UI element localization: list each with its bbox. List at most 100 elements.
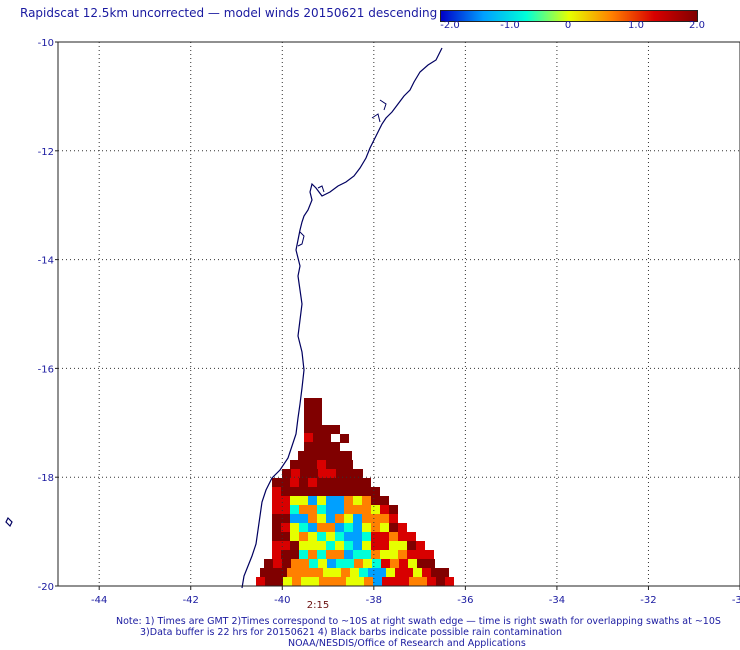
swath-cell xyxy=(362,541,371,550)
swath-cell xyxy=(371,532,380,541)
swath-cell xyxy=(290,496,299,505)
swath-cell xyxy=(281,514,290,523)
swath-cell xyxy=(318,559,327,568)
swath-cell xyxy=(290,541,299,550)
x-tick-label: -44 xyxy=(91,595,107,606)
swath-cell xyxy=(364,577,373,586)
swath-cell xyxy=(353,496,362,505)
swath-cell xyxy=(322,433,331,442)
swath-cell xyxy=(308,460,317,469)
swath-cell xyxy=(317,532,326,541)
swath-cell xyxy=(418,577,427,586)
swath-cell xyxy=(291,559,300,568)
swath-cell xyxy=(299,505,308,514)
swath-cell xyxy=(426,559,435,568)
swath-cell xyxy=(319,577,328,586)
swath-cell xyxy=(371,496,380,505)
swath-cell xyxy=(281,505,290,514)
swath-cell xyxy=(371,541,380,550)
swath-cell xyxy=(431,568,440,577)
y-tick-label: -10 xyxy=(38,38,54,49)
swath-cell xyxy=(290,514,299,523)
swath-cell xyxy=(317,550,326,559)
swath-cell xyxy=(272,505,281,514)
swath-cell xyxy=(344,478,353,487)
swath-cell xyxy=(391,577,400,586)
swath-cell xyxy=(272,550,281,559)
swath-cell xyxy=(427,577,436,586)
x-tick-label: -38 xyxy=(366,595,382,606)
swath-cell xyxy=(282,469,291,478)
swath-cell xyxy=(362,514,371,523)
swath-cell xyxy=(313,424,322,433)
swath-cell xyxy=(377,568,386,577)
swath-cell xyxy=(416,550,425,559)
swath-cell xyxy=(380,505,389,514)
swath-cell xyxy=(308,550,317,559)
swath-cell xyxy=(300,559,309,568)
swath-cell xyxy=(362,496,371,505)
swath-cell xyxy=(344,496,353,505)
swath-cell xyxy=(335,460,344,469)
wind-difference-swath xyxy=(256,398,454,586)
colorbar-label: -2.0 xyxy=(440,20,460,31)
swath-time-label: 2:15 xyxy=(307,600,329,610)
swath-cell xyxy=(335,541,344,550)
swath-cell xyxy=(335,514,344,523)
swath-cell xyxy=(287,568,296,577)
swath-cell xyxy=(313,433,322,442)
swath-cell xyxy=(389,550,398,559)
axis-ticks: -44 -42 -40 -38 -36 -34 -32 -30 -10 -12 -14 -16 -18 -… xyxy=(38,38,740,606)
swath-cell xyxy=(264,559,273,568)
swath-cell xyxy=(345,559,354,568)
swath-cell xyxy=(344,532,353,541)
footnotes: Note: 1) Times are GMT 2)Times correspon… xyxy=(0,616,740,649)
swath-cell xyxy=(425,550,434,559)
swath-cell xyxy=(343,451,352,460)
swath-cell xyxy=(344,505,353,514)
swath-cell xyxy=(272,523,281,532)
swath-cell xyxy=(272,496,281,505)
swath-cell xyxy=(326,505,335,514)
swath-cell xyxy=(344,514,353,523)
island xyxy=(5,516,13,528)
swath-cell xyxy=(380,496,389,505)
colorbar-label: -1.0 xyxy=(500,20,520,31)
map-title: Rapidscat 12.5km uncorrected — model win… xyxy=(20,6,438,20)
swath-cell xyxy=(395,568,404,577)
swath-cell xyxy=(326,496,335,505)
swath-cell xyxy=(399,559,408,568)
swath-cell xyxy=(380,541,389,550)
swath-cell xyxy=(371,523,380,532)
map-plot: -44 -42 -40 -38 -36 -34 -32 -30 -10 -12 -14 -16 -18 -… xyxy=(5,38,740,610)
swath-cell xyxy=(304,416,313,425)
swath-cell xyxy=(256,577,265,586)
swath-cell xyxy=(317,460,326,469)
swath-cell xyxy=(309,469,318,478)
swath-cell xyxy=(407,541,416,550)
note-line-3: NOAA/NESDIS/Office of Research and Appli… xyxy=(288,638,526,649)
swath-cell xyxy=(380,523,389,532)
swath-cell xyxy=(299,478,308,487)
swath-cell xyxy=(335,532,344,541)
swath-cell xyxy=(317,487,326,496)
swath-cell xyxy=(353,532,362,541)
swath-cell xyxy=(372,559,381,568)
swath-cell xyxy=(389,541,398,550)
swath-cell xyxy=(290,487,299,496)
swath-cell xyxy=(353,514,362,523)
swath-cell xyxy=(355,577,364,586)
swath-cell xyxy=(440,568,449,577)
colorbar-label: 1.0 xyxy=(628,20,644,31)
swath-cell xyxy=(308,505,317,514)
swath-cell xyxy=(281,541,290,550)
swath-cell xyxy=(317,505,326,514)
swath-cell xyxy=(298,451,307,460)
swath-cell xyxy=(350,568,359,577)
swath-cell xyxy=(380,532,389,541)
swath-cell xyxy=(290,550,299,559)
swath-cell xyxy=(290,532,299,541)
swath-cell xyxy=(322,442,331,451)
swath-cell xyxy=(305,568,314,577)
swath-cell xyxy=(317,478,326,487)
